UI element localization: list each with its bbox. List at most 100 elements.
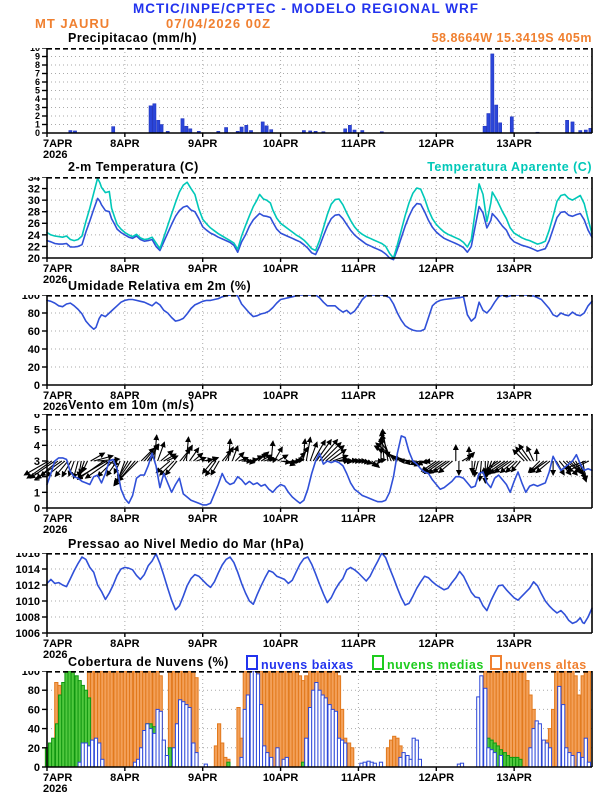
svg-text:7APR: 7APR: [43, 638, 72, 650]
wind-title: Vento em 10m (m/s): [68, 398, 195, 412]
svg-text:7APR: 7APR: [43, 138, 72, 150]
svg-text:8APR: 8APR: [110, 138, 139, 150]
precipitation-title-row: Precipitacao (mm/h) 58.8664W 15.3419S 40…: [0, 31, 612, 47]
clouds-title: Cobertura de Nuvens (%): [68, 655, 229, 669]
low-clouds-swatch-icon: [246, 655, 258, 670]
station-label: MT JAURU: [35, 16, 111, 31]
high-clouds-legend-label: nuvens altas: [505, 658, 587, 672]
svg-text:13APR: 13APR: [496, 513, 532, 525]
svg-text:11APR: 11APR: [341, 390, 376, 402]
svg-text:12APR: 12APR: [419, 263, 455, 275]
svg-text:1016: 1016: [16, 553, 40, 560]
svg-text:100: 100: [22, 295, 40, 302]
svg-text:1010: 1010: [16, 596, 40, 608]
svg-text:0: 0: [34, 762, 40, 774]
svg-text:6: 6: [34, 414, 40, 421]
svg-text:12APR: 12APR: [419, 638, 455, 650]
clouds-title-row: Cobertura de Nuvens (%) nuvens baixas nu…: [0, 655, 612, 672]
svg-text:9APR: 9APR: [188, 138, 217, 150]
svg-text:0: 0: [34, 380, 40, 392]
svg-text:100: 100: [22, 671, 40, 678]
legend-item-low-clouds: nuvens baixas: [246, 655, 354, 672]
svg-text:1006: 1006: [16, 628, 40, 640]
svg-text:8APR: 8APR: [110, 263, 139, 275]
svg-text:2026: 2026: [43, 274, 67, 285]
svg-text:7APR: 7APR: [43, 513, 72, 525]
svg-text:3: 3: [35, 103, 40, 113]
svg-text:2026: 2026: [43, 401, 67, 412]
mid-clouds-legend-label: nuvens medias: [387, 658, 484, 672]
svg-text:80: 80: [28, 685, 40, 697]
legend-item-high-clouds: nuvens altas: [490, 655, 587, 672]
pressure-title: Pressao ao Nivel Medio do Mar (hPa): [68, 537, 305, 551]
svg-text:22: 22: [28, 241, 40, 253]
mid-clouds-swatch-icon: [372, 655, 384, 670]
svg-text:10APR: 10APR: [263, 513, 299, 525]
svg-text:2: 2: [35, 111, 40, 121]
svg-text:10APR: 10APR: [263, 390, 299, 402]
svg-text:10APR: 10APR: [263, 772, 299, 784]
svg-text:6: 6: [35, 77, 40, 87]
svg-text:13APR: 13APR: [496, 638, 532, 650]
svg-text:11APR: 11APR: [341, 138, 376, 150]
page-title: MCTIC/INPE/CPTEC - MODELO REGIONAL WRF: [133, 1, 479, 16]
svg-text:26: 26: [28, 218, 40, 230]
svg-text:32: 32: [28, 184, 40, 196]
svg-text:11APR: 11APR: [341, 263, 376, 275]
svg-text:2: 2: [34, 472, 40, 484]
svg-text:2026: 2026: [43, 783, 67, 792]
location-label: 58.8664W 15.3419S 405m: [431, 31, 592, 45]
svg-text:10APR: 10APR: [263, 263, 299, 275]
svg-text:9APR: 9APR: [188, 513, 217, 525]
svg-text:13APR: 13APR: [496, 138, 532, 150]
svg-text:9: 9: [35, 52, 40, 62]
svg-text:1012: 1012: [16, 580, 40, 592]
svg-text:11APR: 11APR: [341, 772, 376, 784]
svg-text:2026: 2026: [43, 524, 67, 535]
precipitation-title: Precipitacao (mm/h): [68, 31, 197, 45]
svg-text:1008: 1008: [16, 612, 40, 624]
svg-text:2026: 2026: [43, 149, 67, 160]
svg-text:20: 20: [28, 362, 40, 374]
svg-text:8APR: 8APR: [110, 772, 139, 784]
svg-text:9APR: 9APR: [188, 263, 217, 275]
svg-text:30: 30: [28, 195, 40, 207]
svg-text:40: 40: [28, 724, 40, 736]
svg-text:8APR: 8APR: [110, 638, 139, 650]
humidity-title-row: Umidade Relativa em 2m (%): [0, 279, 612, 295]
svg-text:13APR: 13APR: [496, 263, 532, 275]
svg-text:40: 40: [28, 344, 40, 356]
legend-item-mid-clouds: nuvens medias: [372, 655, 484, 672]
svg-text:1: 1: [34, 487, 40, 499]
svg-text:12APR: 12APR: [419, 513, 455, 525]
svg-text:12APR: 12APR: [419, 390, 455, 402]
svg-text:5: 5: [34, 425, 40, 437]
humidity-title: Umidade Relativa em 2m (%): [68, 279, 252, 293]
model-run-label: 07/04/2026 00Z: [166, 16, 272, 31]
svg-text:0: 0: [35, 128, 40, 138]
svg-text:60: 60: [28, 326, 40, 338]
svg-text:60: 60: [28, 704, 40, 716]
apparent-temperature-label: Temperatura Aparente (C): [427, 160, 592, 174]
svg-text:4: 4: [34, 440, 41, 452]
svg-text:12APR: 12APR: [419, 772, 455, 784]
svg-text:4: 4: [35, 94, 40, 104]
svg-text:9APR: 9APR: [188, 390, 217, 402]
svg-text:2026: 2026: [43, 649, 67, 660]
svg-text:0: 0: [34, 503, 40, 515]
svg-text:13APR: 13APR: [496, 772, 532, 784]
svg-text:20: 20: [28, 743, 40, 755]
svg-text:10APR: 10APR: [263, 138, 299, 150]
svg-text:11APR: 11APR: [341, 638, 376, 650]
svg-text:7APR: 7APR: [43, 772, 72, 784]
svg-text:8: 8: [35, 60, 40, 70]
svg-text:9APR: 9APR: [188, 772, 217, 784]
svg-text:5: 5: [35, 86, 40, 96]
